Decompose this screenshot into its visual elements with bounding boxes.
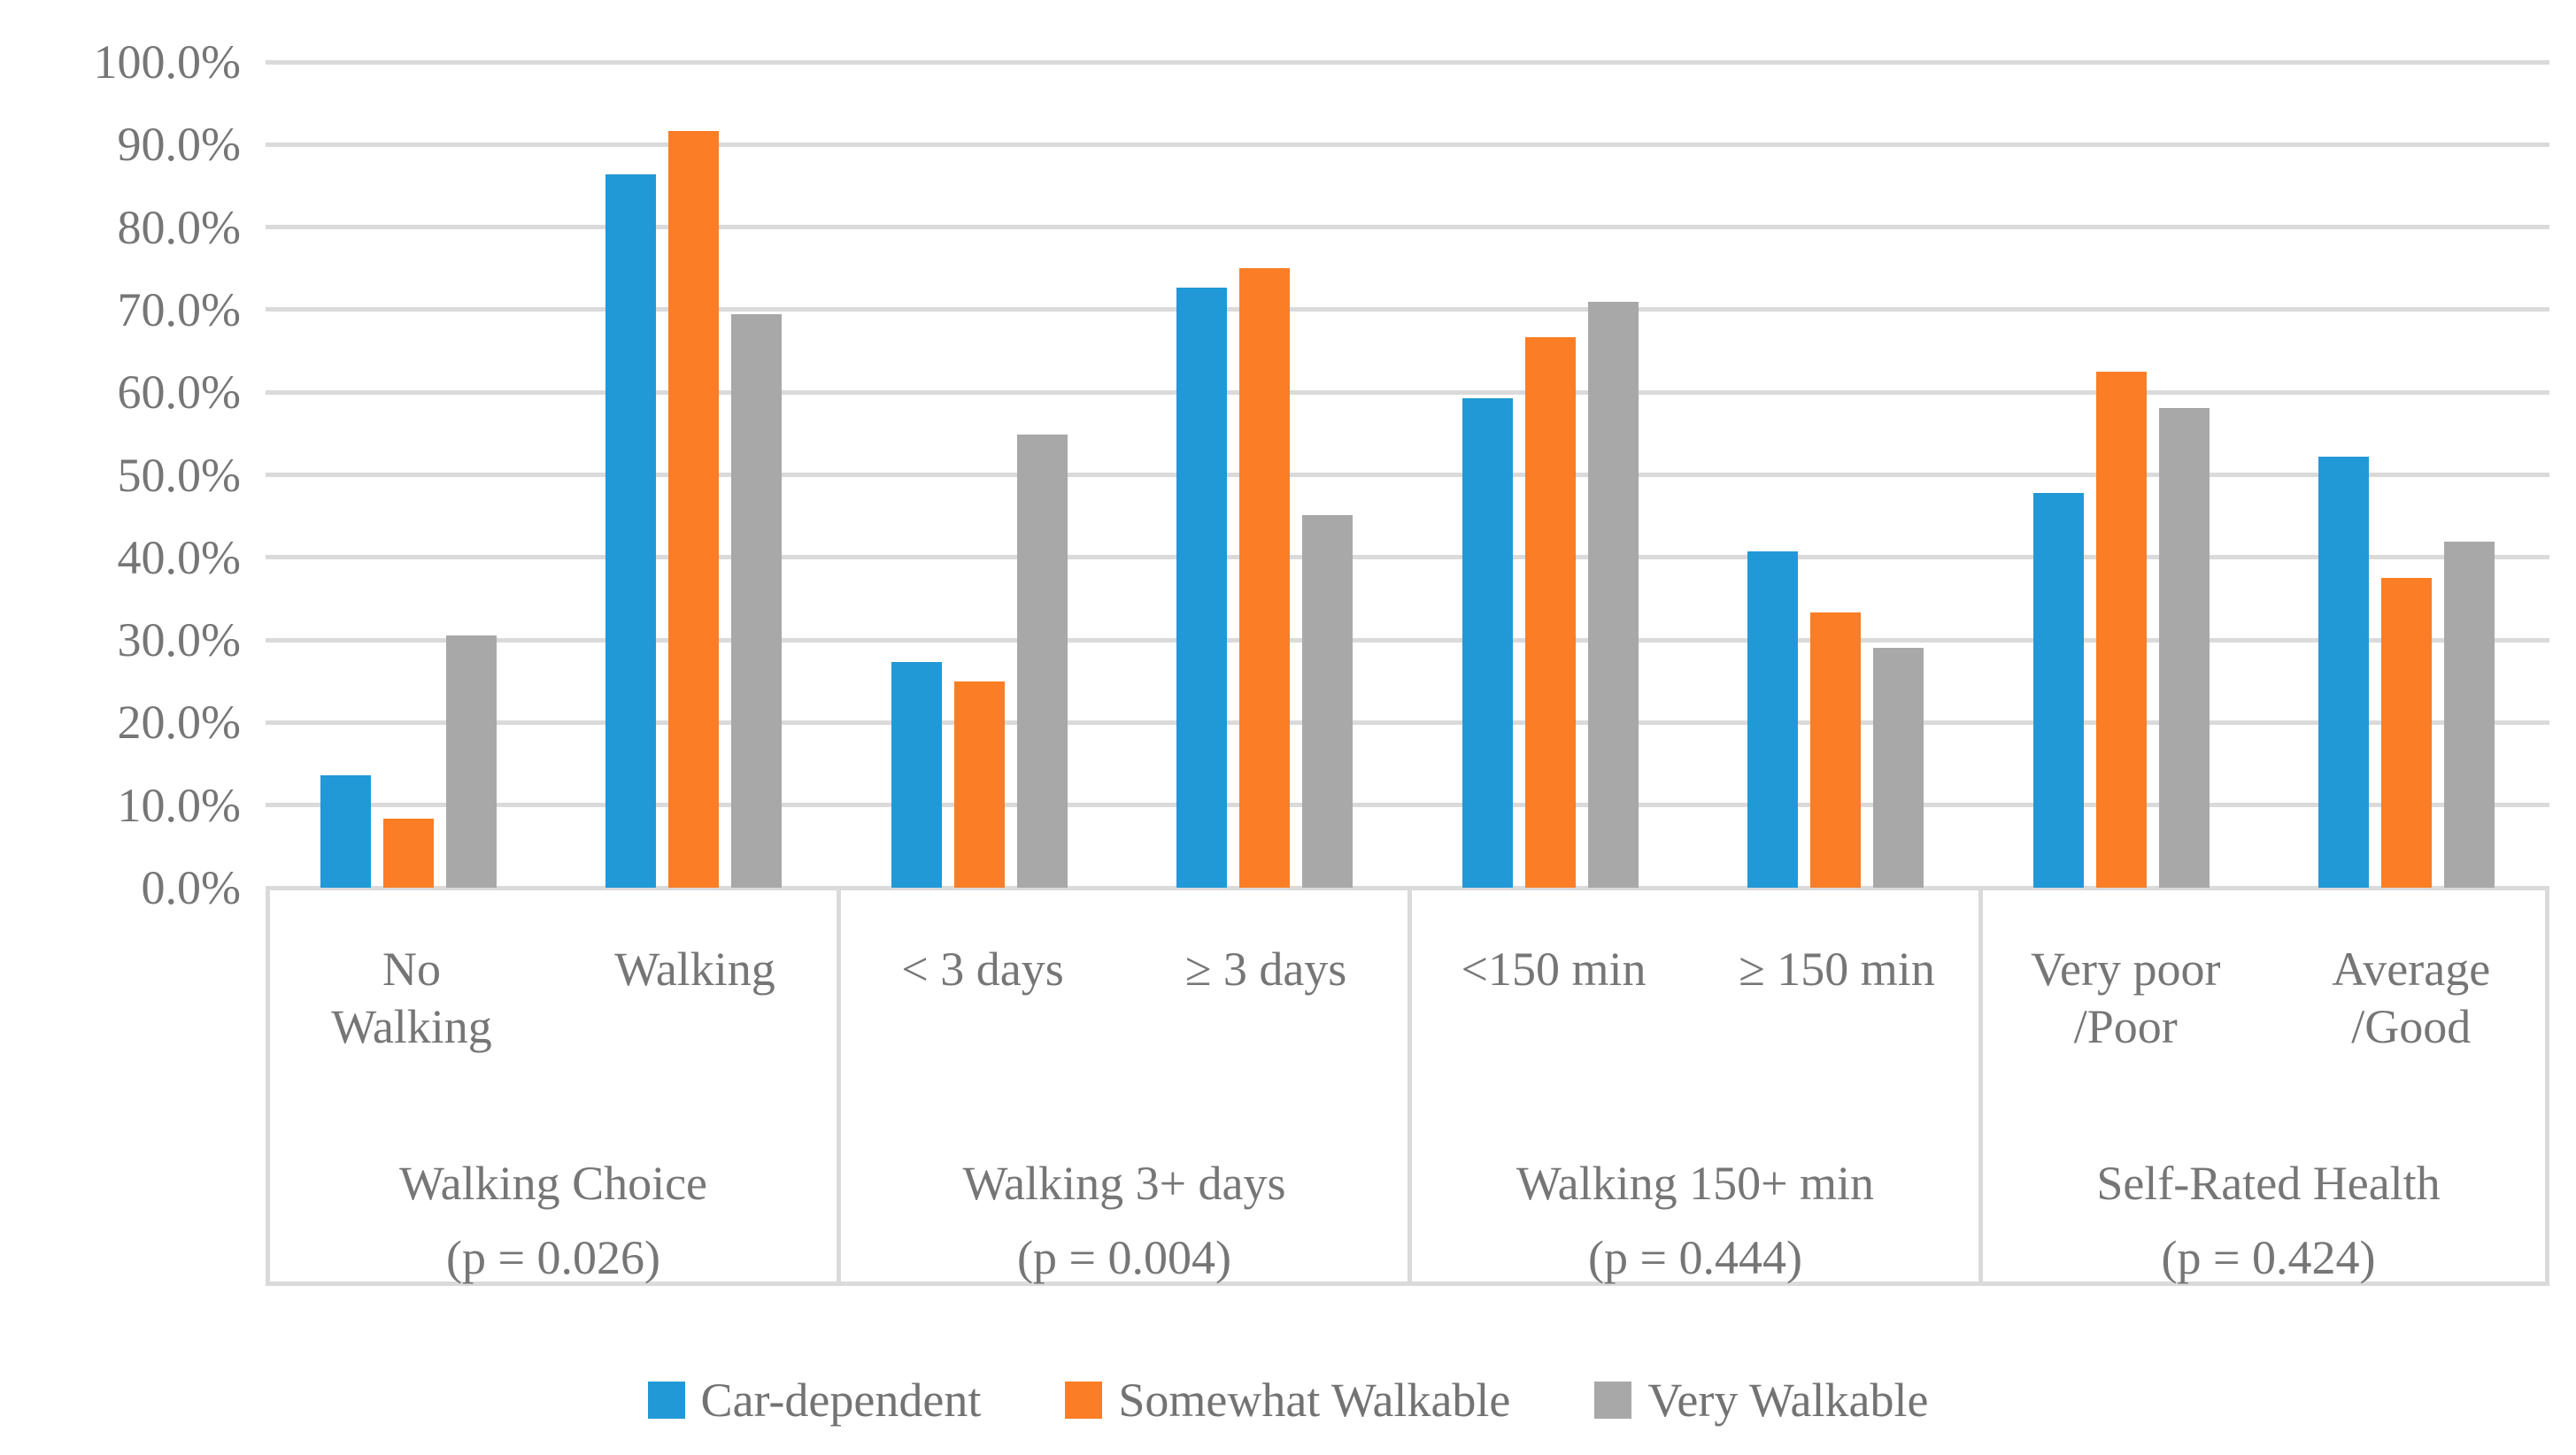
category-label-row: < 3 days ≥ 3 days <box>841 941 1408 998</box>
legend-item: Very Walkable <box>1594 1374 1928 1427</box>
bar <box>2158 407 2210 888</box>
gridline <box>266 803 2549 808</box>
group-cell: No Walking Walking Walking Choice (p = 0.02… <box>270 888 841 1286</box>
category-label-row: <150 min ≥ 150 min <box>1412 941 1978 998</box>
bar <box>605 173 657 888</box>
gridline <box>266 720 2549 725</box>
category-label: Average /Good <box>2332 943 2491 1053</box>
group-cell: < 3 days ≥ 3 days Walking 3+ days (p = 0.00… <box>841 888 1412 1286</box>
bar <box>1302 515 1354 888</box>
category-label: <150 min <box>1461 943 1647 996</box>
legend-label: Car-dependent <box>700 1374 982 1427</box>
y-axis-tick-label: 100.0% <box>93 35 241 89</box>
group-title-block: Walking 150+ min (p = 0.444) <box>1412 1146 1978 1295</box>
bar <box>1873 648 1924 888</box>
bar <box>1524 336 1576 888</box>
category-label-row: Very poor /Poor Average /Good <box>1983 941 2554 1056</box>
gridline <box>266 59 2549 65</box>
gridline <box>266 389 2549 395</box>
category-label: < 3 days <box>901 943 1064 996</box>
group-title: Self-Rated Health <box>2096 1157 2441 1210</box>
bar <box>320 775 371 888</box>
p-value-label: (p = 0.004) <box>1017 1231 1231 1284</box>
group-cell: <150 min ≥ 150 min Walking 150+ min (p = 0.… <box>1412 888 1983 1286</box>
category-label: Walking <box>614 943 775 996</box>
bar <box>953 681 1005 888</box>
bar <box>2381 578 2433 888</box>
p-value-label: (p = 0.424) <box>2161 1231 2376 1284</box>
legend-label: Very Walkable <box>1647 1374 1929 1427</box>
bar <box>382 818 434 888</box>
legend-swatch <box>647 1382 685 1419</box>
bar <box>1462 397 1513 888</box>
group-title-block: Walking 3+ days (p = 0.004) <box>841 1146 1408 1295</box>
group-title-block: Self-Rated Health (p = 0.424) <box>1983 1146 2554 1295</box>
bar <box>1176 287 1228 888</box>
legend-swatch <box>1065 1382 1103 1419</box>
gridline <box>266 142 2549 147</box>
gridline <box>266 473 2549 477</box>
group-cell: Very poor /Poor Average /Good Self-Rated H… <box>1983 888 2554 1286</box>
y-axis-tick-label: 40.0% <box>117 530 241 584</box>
bar <box>2032 493 2084 888</box>
bar <box>1587 301 1639 888</box>
y-axis-tick-label: 90.0% <box>117 118 241 172</box>
gridline <box>266 225 2549 230</box>
bar <box>2318 456 2370 888</box>
y-axis-tick-label: 80.0% <box>117 200 241 254</box>
bar <box>2095 371 2147 888</box>
category-label: Very poor /Poor <box>2031 943 2221 1053</box>
category-label: ≥ 3 days <box>1184 943 1347 996</box>
bar <box>891 662 942 888</box>
y-axis-tick-label: 20.0% <box>117 696 241 750</box>
legend-item: Car-dependent <box>647 1374 982 1427</box>
group-title: Walking Choice <box>398 1157 708 1210</box>
gridline <box>266 307 2549 312</box>
gridline <box>266 555 2549 560</box>
group-title: Walking 3+ days <box>962 1157 1286 1210</box>
gridline <box>266 637 2549 643</box>
y-axis-tick-label: 70.0% <box>117 282 241 336</box>
legend: Car-dependent Somewhat Walkable Very Walka… <box>0 1365 2576 1436</box>
bar <box>1747 551 1799 888</box>
y-axis-tick-label: 10.0% <box>117 778 241 832</box>
legend-swatch <box>1594 1382 1632 1419</box>
y-axis-tick-label: 0.0% <box>141 861 241 914</box>
group-title: Walking 150+ min <box>1516 1157 1875 1210</box>
category-label: ≥ 150 min <box>1739 943 1935 996</box>
legend-label: Somewhat Walkable <box>1118 1374 1511 1427</box>
bar <box>1810 612 1862 888</box>
category-label-row: No Walking Walking <box>270 941 837 1056</box>
bar <box>1239 268 1291 888</box>
y-axis-tick-label: 60.0% <box>117 366 241 420</box>
p-value-label: (p = 0.444) <box>1588 1231 1802 1284</box>
y-axis-tick-label: 30.0% <box>117 613 241 667</box>
bar <box>668 131 720 888</box>
bar <box>2444 542 2495 888</box>
bar <box>731 314 783 888</box>
bar <box>1016 434 1068 888</box>
x-axis-category-box: No Walking Walking Walking Choice (p = 0.02… <box>266 888 2549 1286</box>
p-value-label: (p = 0.026) <box>446 1231 660 1284</box>
y-axis-tick-label: 50.0% <box>117 448 241 502</box>
category-label: No Walking <box>331 943 492 1053</box>
legend-item: Somewhat Walkable <box>1065 1374 1510 1427</box>
bar <box>445 635 497 888</box>
group-title-block: Walking Choice (p = 0.026) <box>270 1146 837 1295</box>
